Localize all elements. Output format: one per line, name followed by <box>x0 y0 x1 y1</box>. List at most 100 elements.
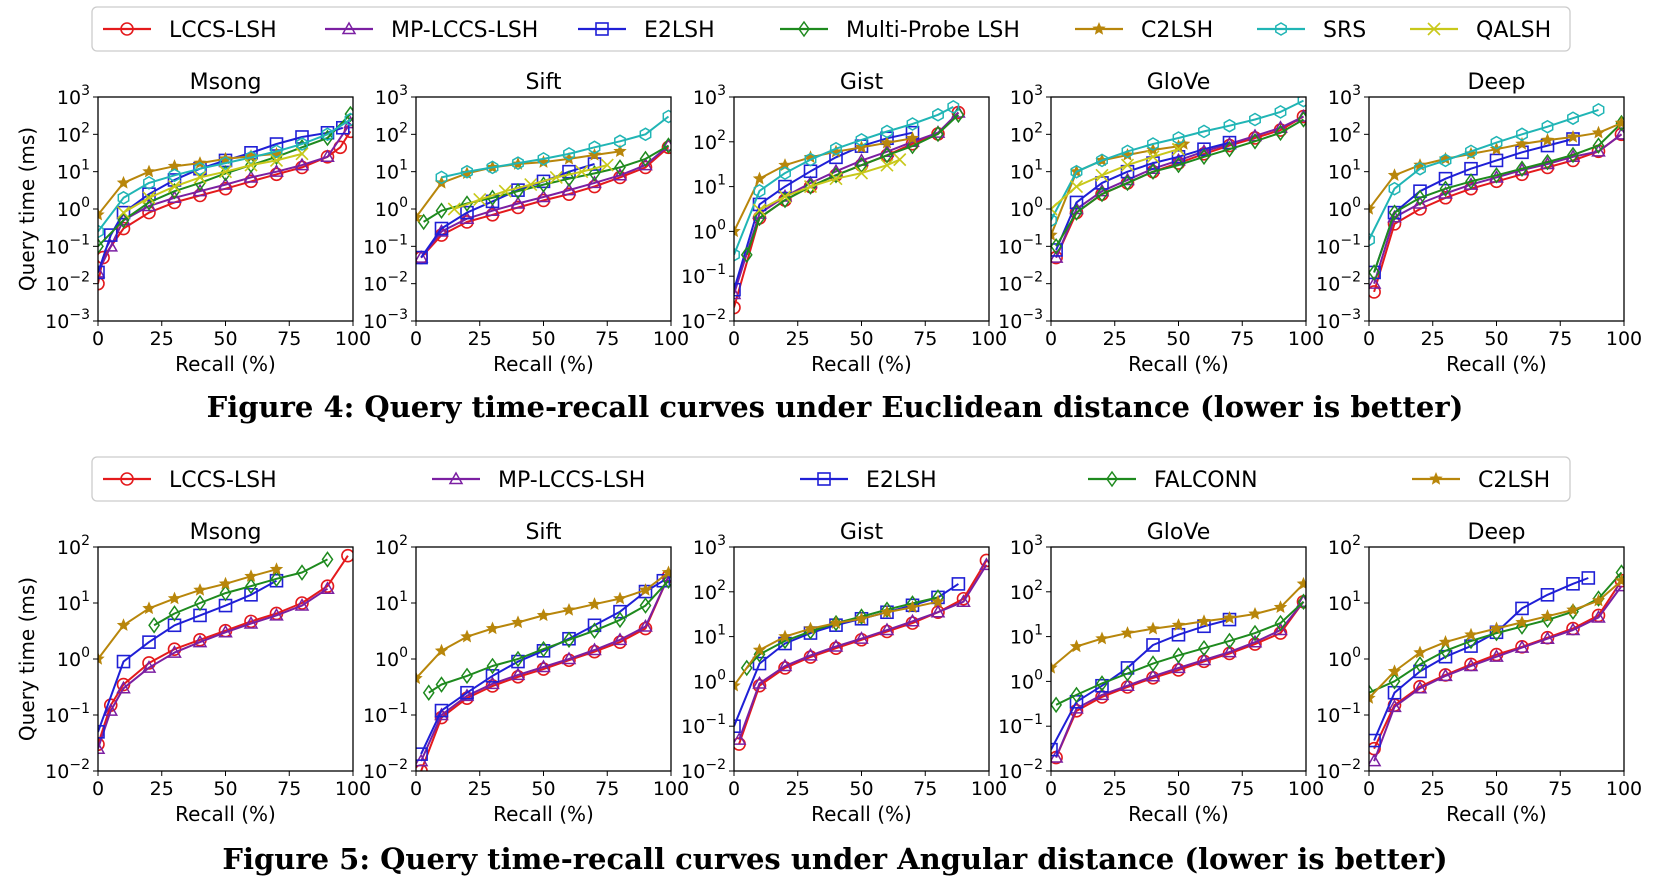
data-point-mp-lccs-lsh <box>587 175 602 189</box>
data-point-srs <box>1147 137 1159 151</box>
data-point-falconn <box>563 631 575 649</box>
data-point-c2lsh <box>218 576 233 590</box>
series-line-falconn <box>428 580 670 694</box>
series-line-e2lsh <box>1055 141 1230 251</box>
legend-item-c2lsh: C2LSH <box>1412 468 1550 493</box>
data-point-mp-lccs-lsh <box>116 680 131 694</box>
data-point-falconn <box>588 622 601 640</box>
y-tick-label: 102 <box>693 578 726 604</box>
x-axis-label: Recall (%) <box>811 802 912 826</box>
data-point-multi-probe-lsh <box>1096 185 1108 203</box>
x-tick-label: 0 <box>92 328 104 350</box>
legend-item-e2lsh: E2LSH <box>578 18 715 43</box>
data-point-qalsh <box>524 178 538 192</box>
y-tick-label: 102 <box>693 128 726 154</box>
data-point-qalsh <box>600 158 614 172</box>
series-lccs-lsh <box>98 548 353 752</box>
y-tick-label: 10−3 <box>45 307 90 333</box>
data-point-srs <box>947 100 960 114</box>
data-point-srs <box>321 127 334 142</box>
data-point-srs <box>804 152 817 167</box>
data-point-srs <box>1490 135 1503 150</box>
series-srs <box>1369 103 1605 247</box>
data-point-e2lsh <box>536 174 551 189</box>
data-point-mp-lccs-lsh <box>1120 678 1135 691</box>
plot-area <box>734 100 966 315</box>
data-point-srs <box>753 184 766 198</box>
series-c2lsh <box>1369 116 1624 215</box>
data-point-mp-lccs-lsh <box>930 604 946 618</box>
legend-figure-4: LCCS-LSH MP-LCCS-LSH E2LSH Multi-Probe LSH C… <box>91 6 1571 52</box>
y-tick-label: 102 <box>1328 533 1361 559</box>
series-multi-probe-lsh <box>740 106 965 264</box>
data-point-mp-lccs-lsh <box>1273 622 1288 636</box>
data-point-e2lsh <box>1540 588 1555 602</box>
data-point-c2lsh <box>1069 639 1084 653</box>
data-point-c2lsh <box>434 643 449 657</box>
x-tick-label: 50 <box>849 328 873 350</box>
series-e2lsh <box>98 573 284 739</box>
axes-frame <box>415 546 672 772</box>
data-point-e2lsh <box>1051 742 1058 757</box>
series-line-mp-lccs-lsh <box>1055 115 1304 258</box>
data-point-lccs-lsh <box>98 737 105 752</box>
data-point-multi-probe-lsh <box>1070 204 1083 221</box>
y-tick-label: 100 <box>1328 645 1361 671</box>
y-tick-label: 100 <box>57 645 90 671</box>
data-point-c2lsh <box>1566 602 1580 616</box>
y-tick-label: 101 <box>57 589 90 615</box>
data-point-c2lsh <box>1566 129 1580 143</box>
data-point-c2lsh <box>1248 606 1262 620</box>
data-point-c2lsh <box>1438 635 1453 648</box>
legend-marker-falconn <box>1106 470 1118 488</box>
data-point-srs <box>614 134 626 149</box>
y-tick-label: 100 <box>693 217 726 243</box>
data-point-mp-lccs-lsh <box>1387 699 1402 713</box>
data-point-mp-lccs-lsh <box>734 286 742 300</box>
data-point-e2lsh <box>1369 733 1381 748</box>
data-point-srs <box>1592 103 1605 117</box>
data-point-srs <box>1249 112 1261 127</box>
data-point-c2lsh <box>167 591 182 605</box>
axes-frame <box>415 96 672 322</box>
data-point-multi-probe-lsh <box>1369 264 1381 281</box>
x-tick-label: 0 <box>728 778 740 800</box>
y-tick-label: 101 <box>693 623 726 649</box>
x-tick-label: 0 <box>1045 778 1057 800</box>
data-point-lccs-lsh <box>1369 285 1381 299</box>
data-point-mp-lccs-lsh <box>269 164 284 177</box>
y-tick-label: 10−1 <box>363 701 408 727</box>
series-srs <box>734 100 960 262</box>
x-tick-label: 50 <box>213 328 237 350</box>
y-tick-label: 10−2 <box>45 270 90 296</box>
data-point-qalsh <box>116 206 131 220</box>
data-point-mp-lccs-lsh <box>638 619 653 632</box>
data-point-falconn <box>614 611 626 629</box>
data-point-lccs-lsh <box>269 167 284 182</box>
data-point-srs <box>662 109 671 124</box>
data-point-c2lsh <box>880 605 894 618</box>
data-point-mp-lccs-lsh <box>434 223 449 237</box>
data-point-c2lsh <box>854 611 869 625</box>
data-point-c2lsh <box>638 583 653 596</box>
series-line-lccs-lsh <box>1055 601 1305 758</box>
chart-panel-fig5-sift: Sift 10−2 10−1 100 101 102 0 25 50 75 100 Recall (%… <box>363 520 689 826</box>
data-point-multi-probe-lsh <box>1051 238 1063 255</box>
data-point-multi-probe-lsh <box>1490 166 1503 184</box>
data-point-srs <box>1439 153 1452 168</box>
y-tick-label: 103 <box>1328 83 1361 109</box>
plot-area <box>1051 97 1306 265</box>
data-point-qalsh <box>142 191 156 205</box>
data-point-mp-lccs-lsh <box>1489 649 1504 662</box>
x-tick-label: 100 <box>335 778 371 800</box>
data-point-srs <box>194 161 206 176</box>
data-point-srs <box>639 127 652 142</box>
data-point-srs <box>1567 111 1579 126</box>
series-line-lccs-lsh <box>1373 580 1623 750</box>
data-point-c2lsh <box>1369 201 1376 215</box>
legend-item-srs: SRS <box>1257 18 1366 43</box>
data-point-mp-lccs-lsh <box>561 182 577 196</box>
data-point-e2lsh <box>1146 638 1160 652</box>
data-point-mp-lccs-lsh <box>141 660 157 673</box>
axes-frame <box>733 546 990 772</box>
